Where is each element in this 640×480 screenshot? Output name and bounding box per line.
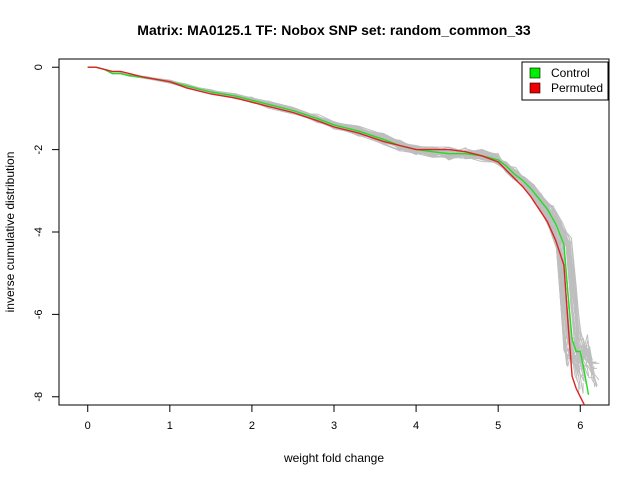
legend: Control Permuted xyxy=(521,61,609,101)
permutation-line xyxy=(87,66,593,376)
permutation-line xyxy=(87,66,597,363)
x-tick-label: 2 xyxy=(249,420,255,432)
permutation-line xyxy=(87,66,594,379)
x-tick-label: 3 xyxy=(331,420,337,432)
x-axis-title: weight fold change xyxy=(283,451,384,465)
permutation-line xyxy=(87,66,580,393)
permutation-line xyxy=(87,66,580,373)
permutation-line xyxy=(87,66,585,376)
permutation-line xyxy=(87,66,596,388)
legend-box xyxy=(521,61,609,101)
legend-label-permuted: Permuted xyxy=(551,81,603,95)
y-tick-label: 0 xyxy=(33,64,45,70)
y-tick-label: -8 xyxy=(33,392,45,402)
chart-title: Matrix: MA0125.1 TF: Nobox SNP set: rand… xyxy=(137,22,531,38)
series-lines-group xyxy=(87,66,590,406)
permutation-line xyxy=(87,66,593,360)
permutation-line xyxy=(87,66,586,374)
x-tick-label: 1 xyxy=(167,420,173,432)
permutation-line xyxy=(87,66,579,382)
y-axis-title: inverse cumulative distribution xyxy=(3,152,17,313)
permutation-line xyxy=(87,66,583,367)
permutation-line xyxy=(87,66,597,364)
permutation-line xyxy=(87,66,579,360)
permutation-line xyxy=(87,66,585,370)
permutation-line xyxy=(87,66,589,369)
x-tick-label: 0 xyxy=(85,420,91,432)
permutation-line xyxy=(87,66,584,370)
permutation-line xyxy=(87,66,584,360)
permutation-line xyxy=(87,66,580,368)
permutation-line xyxy=(87,66,582,359)
permutation-line xyxy=(87,66,579,371)
permutation-line xyxy=(87,66,595,368)
permutation-line xyxy=(87,66,597,369)
x-tick-label: 6 xyxy=(577,420,583,432)
permutation-line xyxy=(87,66,596,364)
permutation-line xyxy=(87,66,579,358)
x-axis: 0 1 2 3 4 5 6 xyxy=(85,404,583,432)
plot-frame xyxy=(58,58,610,406)
permutation-line xyxy=(87,66,587,385)
permutation-line xyxy=(87,66,589,376)
x-tick-label: 5 xyxy=(495,420,501,432)
y-tick-label: -2 xyxy=(33,145,45,155)
permutation-line xyxy=(87,66,581,390)
permutation-line xyxy=(87,66,585,382)
permutation-line xyxy=(87,66,583,361)
series-line-control xyxy=(87,66,590,395)
permutation-line xyxy=(87,66,579,376)
permutation-line xyxy=(87,66,597,388)
permutation-line xyxy=(87,66,597,386)
permutation-line xyxy=(87,66,593,371)
permutation-line xyxy=(87,66,581,358)
permutation-line xyxy=(87,66,589,360)
legend-swatch-control xyxy=(529,67,541,79)
background-lines-group xyxy=(87,66,600,394)
y-tick-label: -6 xyxy=(33,309,45,319)
x-tick-label: 4 xyxy=(413,420,419,432)
permutation-line xyxy=(87,66,598,386)
y-axis: 0 -2 -4 -6 -8 xyxy=(33,64,60,402)
y-tick-label: -4 xyxy=(33,227,45,237)
permutation-line xyxy=(87,66,585,382)
legend-swatch-permuted xyxy=(529,82,541,94)
permutation-line xyxy=(87,66,591,363)
series-line-permuted xyxy=(87,66,586,406)
permutation-line xyxy=(87,66,600,381)
legend-label-control: Control xyxy=(551,66,590,80)
permutation-line xyxy=(87,66,593,375)
permutation-line xyxy=(87,66,582,357)
permutation-line xyxy=(87,66,584,394)
permutation-line xyxy=(87,66,596,379)
permutation-line xyxy=(87,66,600,364)
permutation-line xyxy=(87,66,595,364)
